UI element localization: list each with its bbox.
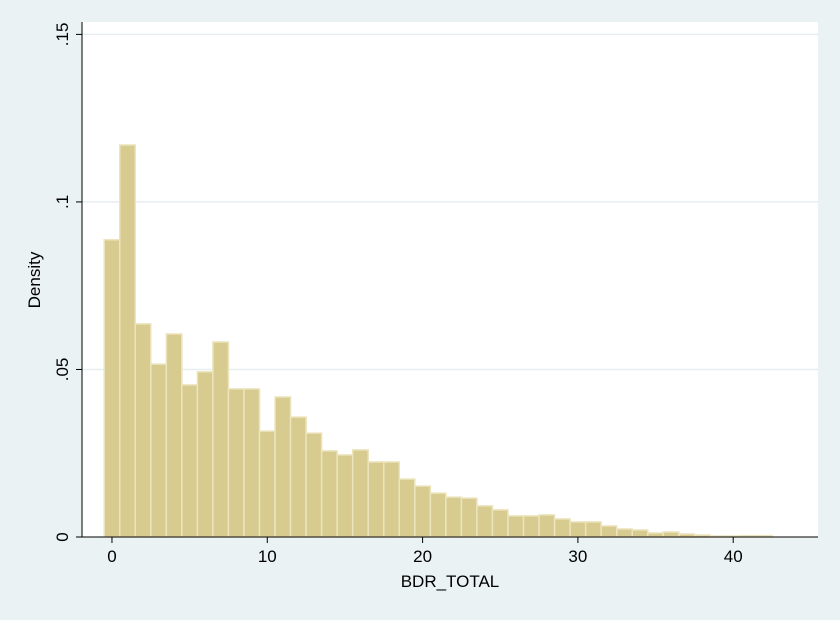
y-tick-label: 0 — [53, 532, 72, 541]
bar — [398, 478, 416, 538]
bar — [289, 416, 307, 538]
y-tick-label: .05 — [53, 358, 72, 382]
bar — [196, 371, 214, 538]
bar — [181, 384, 199, 538]
bar — [615, 528, 634, 538]
bar — [476, 505, 494, 538]
bar — [460, 497, 478, 538]
x-tick-label: 40 — [724, 547, 743, 566]
bar — [227, 388, 245, 538]
bar — [631, 529, 649, 538]
bar — [383, 461, 401, 538]
bar — [662, 531, 680, 538]
bar — [584, 521, 602, 538]
bar — [538, 514, 556, 538]
y-tick-label: .15 — [53, 23, 72, 47]
bar — [429, 492, 447, 538]
bar — [103, 239, 121, 538]
bar — [336, 454, 354, 538]
bar — [118, 144, 137, 538]
bar — [647, 532, 665, 538]
bar — [150, 363, 168, 538]
bar — [320, 450, 338, 538]
bar — [569, 521, 587, 538]
bar — [507, 515, 525, 538]
bar — [274, 396, 292, 538]
bar — [445, 496, 463, 538]
bar — [243, 388, 261, 538]
bar — [351, 449, 369, 538]
bar — [522, 515, 540, 538]
bar — [212, 341, 230, 538]
bar — [305, 432, 323, 538]
bar — [491, 509, 509, 538]
bar — [258, 430, 276, 538]
x-tick-label: 20 — [413, 547, 432, 566]
bar — [165, 333, 183, 538]
x-tick-label: 30 — [568, 547, 587, 566]
bar — [414, 485, 432, 538]
y-tick-label: .1 — [53, 195, 72, 209]
bar — [134, 323, 152, 538]
bar — [367, 461, 385, 538]
x-axis-label: BDR_TOTAL — [401, 572, 500, 591]
x-tick-label: 0 — [107, 547, 116, 566]
bar — [553, 518, 571, 538]
y-axis-label: Density — [25, 251, 44, 308]
bar — [600, 525, 618, 538]
x-tick-label: 10 — [258, 547, 277, 566]
